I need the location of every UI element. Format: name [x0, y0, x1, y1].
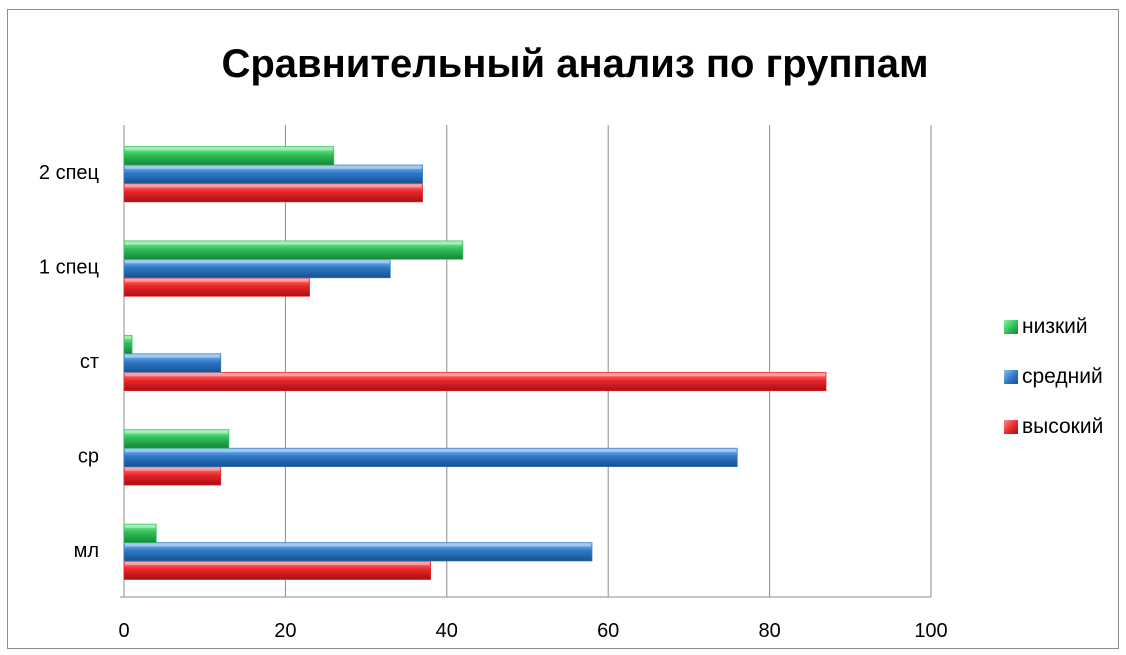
bar-highlight — [125, 449, 737, 453]
bar-low — [123, 523, 157, 543]
legend-item-medium: средний — [1004, 365, 1103, 388]
x-tick-label: 0 — [118, 620, 129, 642]
bar-highlight — [125, 336, 132, 340]
bar-medium — [123, 353, 222, 373]
bar-highlight — [125, 260, 390, 264]
bar-low — [123, 334, 133, 355]
y-tick-label: ст — [80, 351, 99, 373]
y-tick-label: 2 спец — [39, 162, 99, 184]
bar-low — [123, 240, 464, 260]
legend-item-low: низкий — [1004, 315, 1103, 338]
bar-highlight — [125, 354, 220, 358]
bar-highlight — [125, 241, 462, 245]
bar-low — [123, 429, 230, 449]
x-tick-label: 20 — [274, 620, 296, 642]
legend-item-high: высокий — [1004, 415, 1104, 438]
bar-low — [123, 146, 335, 166]
bar-highlight — [125, 525, 156, 529]
bar-highlight — [125, 147, 333, 151]
bar-highlight — [125, 562, 430, 566]
legend-label-medium: средний — [1022, 365, 1103, 388]
bar-highlight — [125, 467, 220, 471]
bar-highlight — [125, 184, 422, 188]
bar-highlight — [125, 543, 592, 547]
x-tick-label: 100 — [914, 620, 947, 642]
bar-highlight — [125, 373, 826, 377]
x-tick-label: 80 — [758, 620, 780, 642]
x-tick-label: 60 — [597, 620, 619, 642]
legend-swatch-medium — [1004, 370, 1018, 384]
bar-medium — [123, 542, 593, 562]
chart-title: Сравнительный анализ по группам — [221, 42, 929, 86]
y-tick-label: 1 спец — [39, 257, 99, 279]
y-tick-label: ср — [78, 445, 99, 467]
legend-label-high: высокий — [1022, 415, 1104, 438]
bar-high — [123, 371, 827, 392]
x-tick-label: 40 — [436, 620, 458, 642]
bar-highlight — [125, 165, 422, 169]
legend-label-low: низкий — [1022, 315, 1088, 338]
bar-highlight — [125, 278, 309, 282]
legend-swatch-low — [1004, 320, 1018, 334]
bar-highlight — [125, 430, 228, 434]
legend-swatch-high — [1004, 420, 1018, 434]
bar-medium — [123, 447, 738, 467]
legend: низкий средний высокий — [1004, 315, 1104, 466]
y-tick-label: мл — [74, 540, 99, 562]
